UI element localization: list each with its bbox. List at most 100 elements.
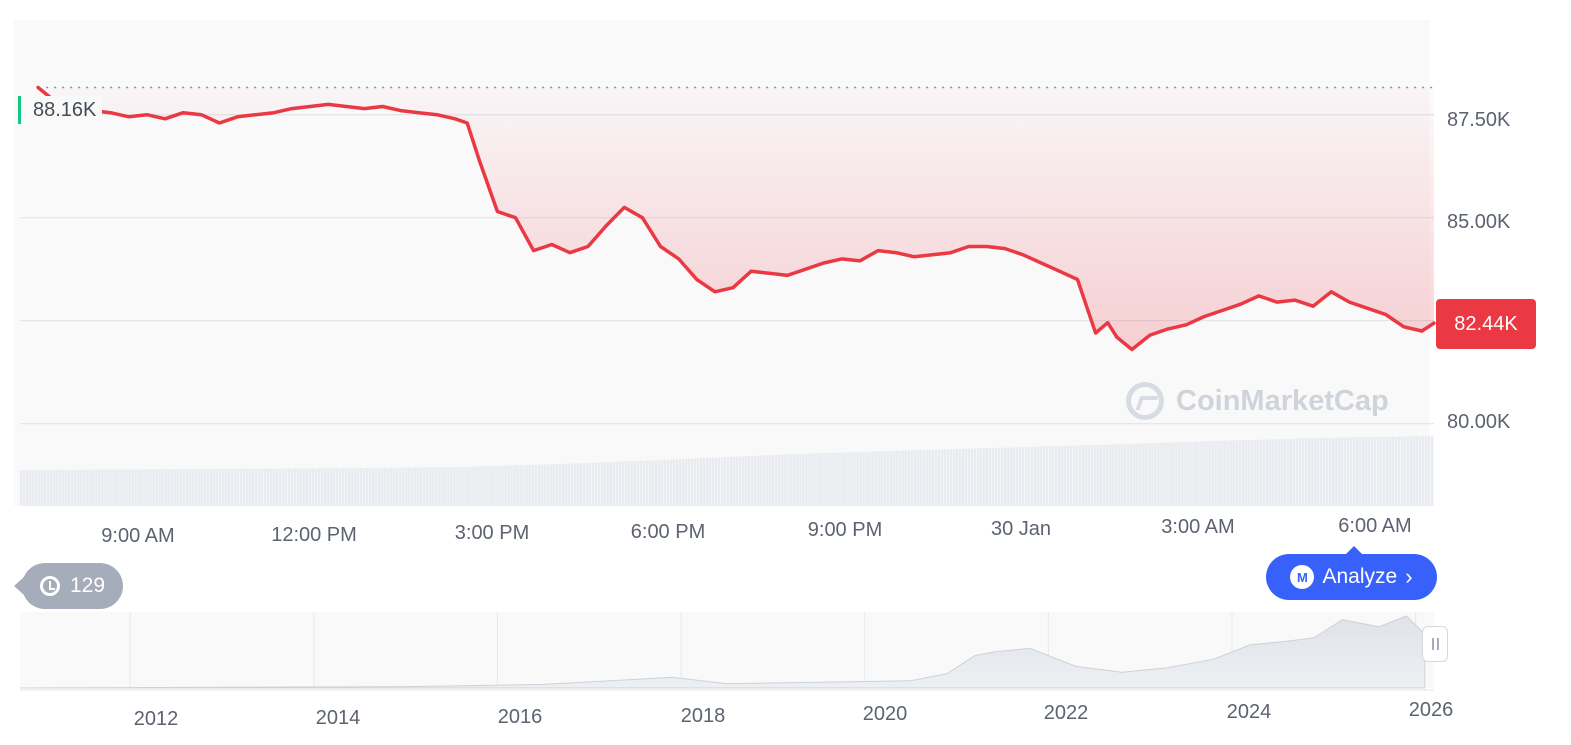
volume-bar	[1190, 441, 1193, 506]
price-point	[1294, 299, 1296, 301]
volume-bar	[501, 465, 504, 506]
y-tick-label: 80.00K	[1447, 411, 1511, 433]
volume-bar	[1421, 436, 1425, 506]
volume-bar	[651, 460, 655, 506]
price-point	[786, 274, 789, 277]
volume-bar	[209, 469, 212, 506]
volume-bar	[1151, 443, 1154, 506]
volume-bar	[540, 464, 543, 506]
volume-bar	[1199, 441, 1202, 506]
volume-bar	[922, 449, 925, 506]
volume-bar	[865, 451, 868, 506]
volume-bar	[224, 468, 227, 506]
volume-bar	[444, 467, 447, 506]
volume-bar	[1142, 443, 1145, 506]
volume-bar	[1069, 445, 1073, 506]
volume-bar	[347, 468, 351, 506]
volume-bar	[1262, 439, 1265, 506]
volume-bar	[856, 451, 859, 506]
volume-bar	[525, 464, 528, 506]
volume-bar	[1103, 444, 1106, 506]
volume-bar	[218, 468, 221, 506]
volume-bar	[429, 467, 432, 506]
volume-bar	[53, 469, 56, 506]
volume-bar	[1154, 443, 1157, 506]
volume-bar	[720, 457, 724, 506]
x-tick-label: 9:00 PM	[807, 519, 883, 541]
volume-bar	[1024, 446, 1028, 506]
volume-bar	[137, 469, 140, 506]
volume-bar	[760, 455, 763, 506]
volume-bar	[1334, 437, 1338, 506]
volume-bar	[1328, 437, 1332, 506]
x-tick-label: 12:00 PM	[271, 524, 357, 546]
volume-bar	[110, 469, 113, 506]
volume-bar	[26, 470, 29, 506]
price-point	[1185, 323, 1188, 326]
volume-bar	[1085, 445, 1088, 506]
volume-bar	[131, 469, 134, 506]
volume-bar	[723, 457, 727, 506]
volume-bar	[889, 450, 892, 506]
volume-bar	[585, 462, 589, 506]
volume-bar	[1118, 444, 1121, 506]
volume-bar	[1367, 437, 1371, 506]
x-tick-label: 3:00 PM	[454, 522, 530, 544]
navigator-area	[19, 615, 1426, 689]
volume-bar	[1250, 439, 1253, 506]
volume-bar	[1042, 446, 1046, 506]
volume-bar	[853, 452, 856, 506]
volume-bar	[769, 455, 772, 506]
price-point	[659, 245, 662, 248]
volume-bar	[266, 468, 270, 506]
volume-bar	[1397, 436, 1401, 506]
volume-bar	[1424, 436, 1428, 506]
volume-bar	[1358, 437, 1362, 506]
volume-bar	[1205, 441, 1208, 506]
volume-bar	[1427, 436, 1431, 506]
volume-bar	[353, 468, 357, 506]
price-point	[109, 111, 112, 114]
volume-bar	[558, 464, 561, 506]
volume-bar	[1220, 440, 1223, 506]
volume-bar	[359, 468, 363, 506]
volume-bar	[534, 464, 537, 506]
price-point	[1022, 253, 1024, 256]
volume-bar	[1181, 442, 1184, 506]
price-point	[381, 105, 384, 108]
volume-bar	[1265, 439, 1268, 506]
price-point	[514, 216, 517, 219]
volume-bar	[227, 468, 230, 506]
volume-bar	[462, 466, 465, 506]
volume-bar	[1304, 438, 1308, 506]
analyze-button[interactable]: M Analyze ›	[1266, 546, 1437, 600]
volume-bar	[384, 467, 387, 506]
navigator-year-label: 2020	[862, 703, 908, 725]
volume-bar	[365, 468, 369, 506]
volume-bar	[745, 456, 748, 506]
volume-bar	[1163, 442, 1166, 506]
volume-bar	[681, 459, 685, 506]
volume-bar	[1316, 438, 1320, 506]
volume-bar	[278, 468, 282, 506]
volume-bar	[582, 463, 585, 506]
navigator-year-label: 2016	[497, 706, 543, 728]
price-point	[1330, 291, 1333, 293]
volume-bar	[1139, 443, 1142, 506]
volume-bar	[838, 452, 841, 506]
navigator-drag-handle[interactable]	[1422, 626, 1448, 662]
volume-bar	[1021, 447, 1025, 506]
volume-bar	[393, 467, 396, 506]
history-count-badge[interactable]: 129	[14, 563, 123, 609]
volume-bar	[1295, 438, 1299, 506]
volume-bar	[883, 451, 886, 506]
volume-bar	[1238, 440, 1241, 506]
volume-bar	[699, 458, 703, 506]
volume-bar	[919, 449, 922, 506]
volume-bar	[387, 467, 390, 506]
volume-bar	[1088, 445, 1091, 506]
start-price-label: 88.16K	[18, 96, 103, 124]
volume-bar	[1235, 440, 1238, 506]
volume-bar	[946, 449, 950, 506]
volume-bar	[1331, 437, 1335, 506]
